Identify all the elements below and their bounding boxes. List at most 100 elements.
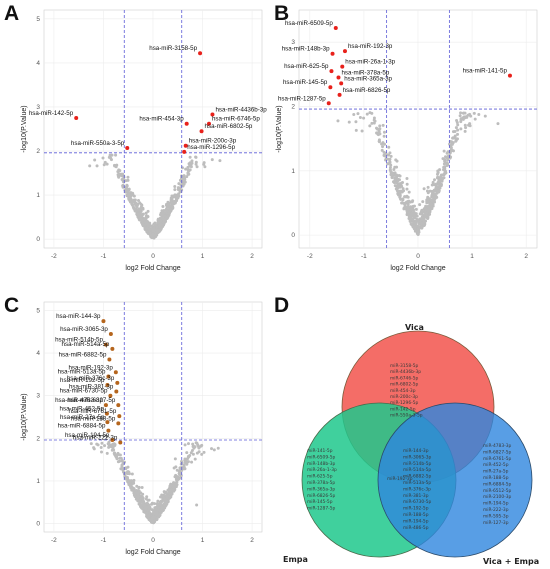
background-point bbox=[187, 172, 191, 176]
background-point bbox=[103, 444, 107, 448]
background-point bbox=[167, 203, 171, 207]
highlight-point bbox=[182, 149, 187, 154]
y-tick-label: 1 bbox=[36, 192, 40, 199]
background-point bbox=[360, 129, 364, 133]
background-point bbox=[426, 205, 430, 209]
background-point bbox=[180, 176, 184, 180]
background-point bbox=[182, 182, 186, 186]
x-tick-label: 0 bbox=[416, 253, 420, 260]
highlight-point bbox=[339, 81, 344, 86]
background-point bbox=[442, 149, 446, 153]
volcano-plot-c: -2 -1 0 1 2 0 1 2 3 4 5 log2 Fold Change -log10(P.Va… bbox=[21, 301, 263, 556]
background-point bbox=[420, 209, 424, 213]
x-axis-label: log2 Fold Change bbox=[390, 265, 445, 272]
background-point bbox=[139, 497, 143, 501]
background-point bbox=[188, 162, 192, 166]
background-point bbox=[397, 183, 401, 187]
background-point bbox=[407, 190, 411, 194]
y-tick-label: 0 bbox=[36, 520, 40, 527]
background-point bbox=[373, 119, 377, 123]
y-tick-label: 5 bbox=[36, 16, 40, 23]
background-point bbox=[139, 207, 143, 211]
point-label: hsa-miR-188-5p bbox=[71, 415, 116, 422]
background-point bbox=[131, 191, 135, 195]
background-point bbox=[168, 495, 172, 499]
background-point bbox=[190, 449, 194, 453]
y-tick-label: 2 bbox=[36, 435, 40, 442]
background-point bbox=[459, 127, 463, 131]
background-point bbox=[456, 123, 460, 127]
background-point bbox=[120, 172, 124, 176]
x-tick-label: -2 bbox=[51, 537, 57, 544]
background-point bbox=[386, 162, 390, 166]
venn-item-shared: miR-192-3p bbox=[387, 476, 413, 482]
background-point bbox=[378, 124, 382, 128]
background-point bbox=[102, 163, 106, 167]
background-point bbox=[153, 221, 157, 225]
background-point bbox=[455, 137, 459, 141]
point-label: hsa-miR-4783-3p bbox=[55, 397, 103, 404]
background-point bbox=[459, 120, 463, 124]
background-point bbox=[176, 196, 180, 200]
venn-item-vica: miR-6746-5p bbox=[390, 375, 419, 381]
background-point bbox=[372, 116, 376, 120]
background-point bbox=[126, 189, 130, 193]
highlight-point bbox=[103, 403, 108, 408]
venn-item-empa: miR-148b-3p bbox=[307, 461, 335, 467]
background-point bbox=[135, 205, 139, 209]
background-point bbox=[135, 484, 139, 488]
y-tick-label: 3 bbox=[36, 393, 40, 400]
background-point bbox=[400, 181, 404, 185]
venn-item-combo: miR-6761-5p bbox=[483, 456, 512, 462]
background-point bbox=[456, 132, 460, 136]
background-point bbox=[425, 213, 429, 217]
background-point bbox=[163, 211, 167, 215]
venn-label-combo: Vica + Empa bbox=[483, 557, 539, 566]
background-point bbox=[167, 214, 171, 218]
background-point bbox=[483, 114, 487, 118]
point-label: hsa-miR-550a-3-5p bbox=[71, 140, 125, 147]
background-point bbox=[382, 134, 386, 138]
highlight-point bbox=[183, 143, 188, 148]
background-point bbox=[148, 511, 152, 515]
background-point bbox=[380, 148, 384, 152]
x-tick-label: -1 bbox=[361, 253, 367, 260]
background-point bbox=[163, 506, 167, 510]
background-point bbox=[144, 211, 148, 215]
x-tick-label: 2 bbox=[250, 537, 254, 544]
highlight-point bbox=[106, 374, 111, 379]
background-point bbox=[132, 478, 136, 482]
background-point bbox=[179, 179, 183, 183]
background-point bbox=[426, 216, 430, 220]
background-point bbox=[173, 457, 177, 461]
background-point bbox=[136, 491, 140, 495]
panel-letter-c: C bbox=[4, 294, 20, 317]
highlight-point bbox=[336, 75, 341, 80]
background-point bbox=[147, 503, 151, 507]
background-point bbox=[420, 225, 424, 229]
background-point bbox=[92, 446, 96, 450]
background-point bbox=[421, 221, 425, 225]
background-point bbox=[145, 515, 149, 519]
background-point bbox=[382, 153, 386, 157]
background-point bbox=[162, 214, 166, 218]
background-point bbox=[354, 120, 358, 124]
background-point bbox=[161, 204, 165, 208]
background-point bbox=[365, 112, 369, 116]
background-point bbox=[415, 224, 419, 228]
background-point bbox=[422, 187, 426, 191]
venn-item-combo: miR-6512-5p bbox=[483, 488, 512, 494]
background-point bbox=[183, 459, 187, 463]
background-point bbox=[189, 165, 193, 169]
background-point bbox=[430, 199, 434, 203]
background-point bbox=[132, 493, 136, 497]
background-point bbox=[473, 117, 477, 121]
background-point bbox=[137, 485, 141, 489]
background-point bbox=[177, 477, 181, 481]
background-point bbox=[146, 209, 150, 213]
background-point bbox=[173, 185, 177, 189]
background-point bbox=[455, 119, 459, 123]
background-point bbox=[405, 187, 409, 191]
background-point bbox=[381, 123, 385, 127]
background-point bbox=[411, 199, 415, 203]
